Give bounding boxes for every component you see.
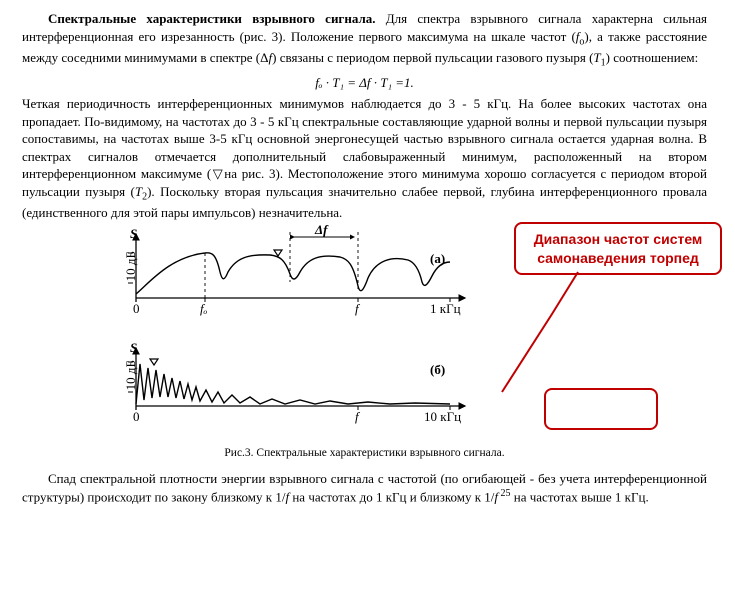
figure-3: S Δf 0 fₒ f 1 кГц (а) 10 дБ xyxy=(22,228,707,468)
section-title: Спектральные характеристики взрывного си… xyxy=(48,11,376,26)
paragraph-2: Четкая периодичность интерференционных м… xyxy=(22,95,707,221)
svg-text:(а): (а) xyxy=(430,251,445,266)
callout-empty-box xyxy=(544,388,658,430)
svg-text:f: f xyxy=(355,409,361,424)
svg-text:1 кГц: 1 кГц xyxy=(430,301,461,316)
paragraph-3: Спад спектральной плотности энергии взры… xyxy=(22,470,707,506)
figure-panel-a: S Δf 0 fₒ f 1 кГц (а) 10 дБ xyxy=(130,228,470,328)
paragraph-1: Спектральные характеристики взрывного си… xyxy=(22,10,707,70)
svg-text:S: S xyxy=(130,226,137,241)
svg-text:fₒ: fₒ xyxy=(200,301,208,316)
figure-panel-b: S 0 f 10 кГц (б) 10 дБ xyxy=(130,344,470,437)
equation: fₒ · T₁ = Δf · T₁ =1. xyxy=(22,74,707,92)
svg-text:f: f xyxy=(355,301,361,316)
figure-caption: Рис.3. Спектральные характеристики взрыв… xyxy=(22,446,707,462)
callout-frequency-range: Диапазон частот систем самонаведения тор… xyxy=(514,222,722,276)
svg-text:(б): (б) xyxy=(430,362,445,377)
y-axis-label-a: 10 дБ xyxy=(122,251,140,281)
y-axis-label-b: 10 дБ xyxy=(122,360,140,390)
svg-text:0: 0 xyxy=(133,409,140,424)
svg-text:Δf: Δf xyxy=(314,222,329,237)
svg-text:10 кГц: 10 кГц xyxy=(424,409,461,424)
svg-text:S: S xyxy=(130,340,137,355)
svg-text:0: 0 xyxy=(133,301,140,316)
page-content: Спектральные характеристики взрывного си… xyxy=(0,0,735,520)
